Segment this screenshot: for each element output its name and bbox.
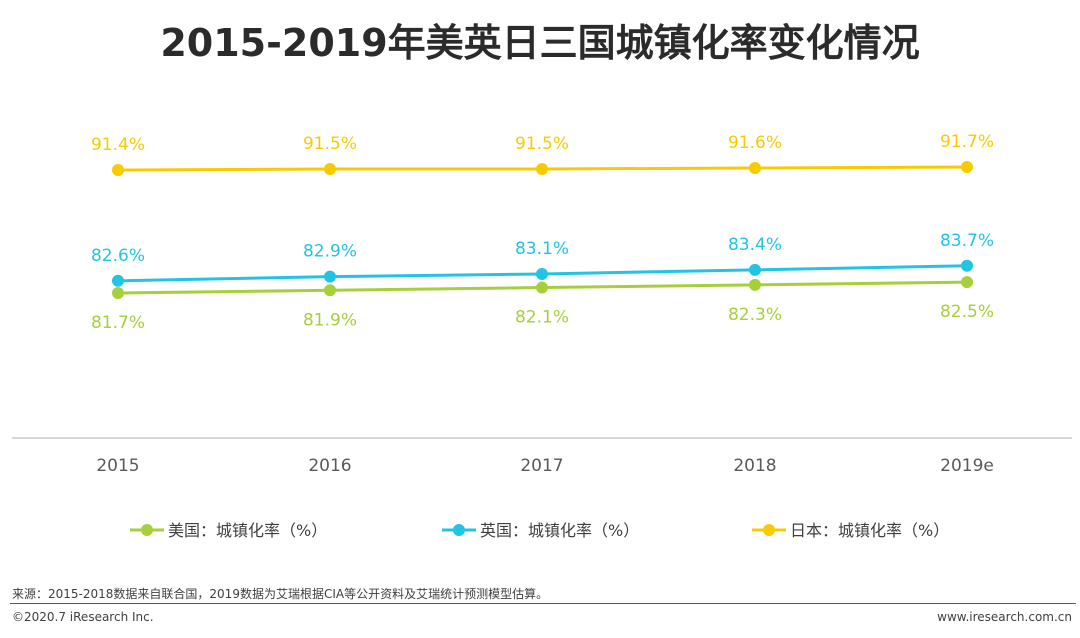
data-label-uk: 82.9% — [303, 242, 357, 262]
data-point-uk — [961, 259, 973, 272]
data-point-japan — [749, 162, 761, 174]
legend-marker-japan — [763, 524, 775, 536]
data-point-uk — [112, 274, 124, 287]
data-label-japan: 91.5% — [303, 134, 357, 154]
data-point-japan — [112, 164, 124, 176]
data-label-uk: 83.4% — [728, 235, 782, 255]
x-tick-label: 2016 — [308, 456, 351, 476]
data-point-japan — [536, 163, 548, 175]
footer-divider — [10, 603, 1076, 604]
x-tick-label: 2018 — [733, 456, 776, 476]
legend-label-uk: 英国：城镇化率（%） — [480, 521, 639, 540]
legend-label-japan: 日本：城镇化率（%） — [790, 521, 949, 540]
legend-marker-uk — [453, 524, 465, 536]
data-point-us — [112, 287, 124, 299]
data-label-japan: 91.7% — [940, 132, 994, 152]
legend-marker-us — [141, 524, 153, 536]
data-point-us — [961, 276, 973, 289]
x-tick-label: 2017 — [520, 456, 563, 476]
data-label-us: 82.5% — [940, 302, 994, 322]
x-tick-label: 2015 — [96, 456, 139, 476]
data-label-uk: 82.6% — [91, 246, 145, 266]
data-label-uk: 83.1% — [515, 239, 569, 259]
data-point-us — [324, 284, 336, 297]
data-label-us: 81.7% — [91, 313, 145, 333]
x-tick-label: 2019e — [940, 456, 994, 476]
chart-title: 2015-2019年美英日三国城镇化率变化情况 — [160, 21, 920, 65]
data-point-us — [536, 281, 548, 294]
copyright-text: ©2020.7 iResearch Inc. — [12, 610, 154, 624]
data-point-uk — [324, 270, 336, 283]
source-note: 来源：2015-2018数据来自联合国，2019数据为艾瑞根据CIA等公开资料及… — [12, 587, 549, 601]
data-point-japan — [961, 161, 973, 173]
data-point-uk — [749, 263, 761, 276]
data-label-us: 82.1% — [515, 308, 569, 328]
data-point-japan — [324, 163, 336, 175]
data-point-us — [749, 278, 761, 291]
data-label-us: 82.3% — [728, 305, 782, 325]
data-label-japan: 91.4% — [91, 135, 145, 155]
data-label-us: 81.9% — [303, 310, 357, 330]
data-label-japan: 91.6% — [728, 133, 782, 153]
legend-label-us: 美国：城镇化率（%） — [168, 521, 327, 540]
data-label-japan: 91.5% — [515, 134, 569, 154]
data-point-uk — [536, 267, 548, 280]
data-label-uk: 83.7% — [940, 231, 994, 251]
website-text: www.iresearch.com.cn — [937, 610, 1072, 624]
